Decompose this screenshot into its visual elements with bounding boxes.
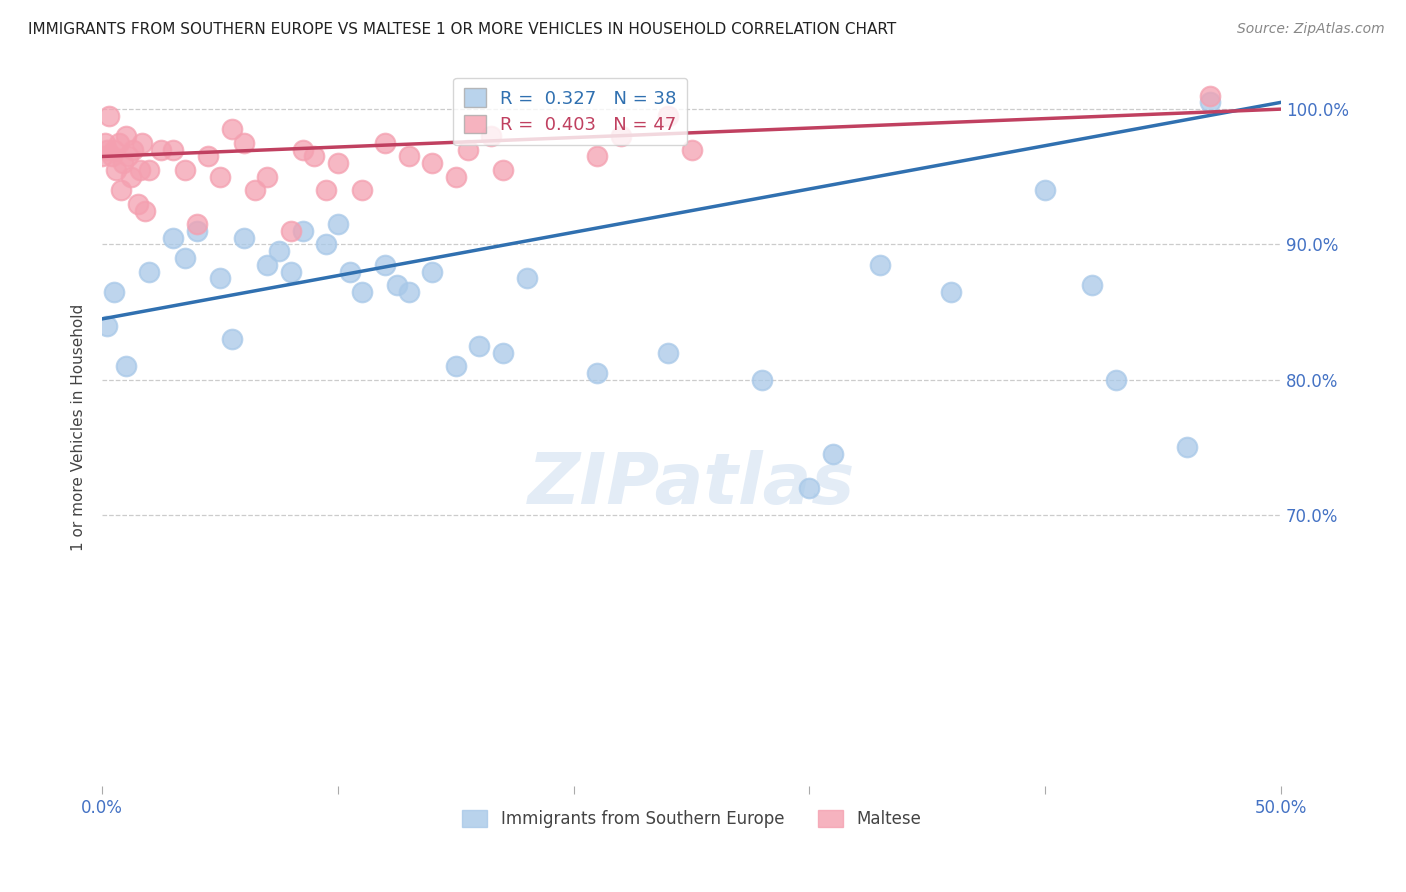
Point bbox=[105, 163, 128, 178]
Point bbox=[100, 149, 122, 163]
Point bbox=[821, 447, 844, 461]
Point bbox=[267, 244, 290, 259]
Point bbox=[209, 271, 232, 285]
Point bbox=[657, 109, 679, 123]
Point bbox=[280, 224, 302, 238]
Point bbox=[291, 224, 314, 238]
Point bbox=[186, 224, 208, 238]
Point bbox=[138, 264, 160, 278]
Point bbox=[127, 197, 149, 211]
Point bbox=[197, 149, 219, 163]
Point bbox=[1199, 95, 1222, 110]
Point bbox=[444, 169, 467, 184]
Point bbox=[468, 339, 491, 353]
Point bbox=[1105, 373, 1128, 387]
Point bbox=[457, 143, 479, 157]
Point bbox=[120, 169, 142, 184]
Point bbox=[1199, 88, 1222, 103]
Point bbox=[134, 203, 156, 218]
Point bbox=[162, 230, 184, 244]
Text: ZIPatlas: ZIPatlas bbox=[527, 450, 855, 519]
Point bbox=[209, 169, 232, 184]
Point bbox=[280, 264, 302, 278]
Point bbox=[326, 217, 349, 231]
Point bbox=[138, 163, 160, 178]
Point bbox=[256, 258, 278, 272]
Point bbox=[657, 345, 679, 359]
Point bbox=[291, 143, 314, 157]
Point bbox=[939, 285, 962, 299]
Point bbox=[131, 136, 153, 150]
Point bbox=[107, 136, 129, 150]
Point bbox=[256, 169, 278, 184]
Point bbox=[479, 129, 502, 144]
Point bbox=[221, 122, 243, 136]
Text: Source: ZipAtlas.com: Source: ZipAtlas.com bbox=[1237, 22, 1385, 37]
Point bbox=[112, 156, 135, 170]
Point bbox=[150, 143, 173, 157]
Point bbox=[869, 258, 891, 272]
Point bbox=[398, 285, 420, 299]
Point bbox=[304, 149, 326, 163]
Point bbox=[420, 156, 443, 170]
Point bbox=[681, 143, 703, 157]
Point bbox=[121, 143, 143, 157]
Point bbox=[751, 373, 773, 387]
Point bbox=[114, 129, 136, 144]
Point bbox=[245, 183, 267, 197]
Point bbox=[492, 345, 515, 359]
Point bbox=[129, 163, 152, 178]
Point bbox=[385, 278, 408, 293]
Legend: Immigrants from Southern Europe, Maltese: Immigrants from Southern Europe, Maltese bbox=[456, 804, 928, 835]
Point bbox=[173, 251, 195, 265]
Point bbox=[326, 156, 349, 170]
Point bbox=[96, 318, 118, 333]
Point bbox=[110, 183, 132, 197]
Point bbox=[315, 237, 337, 252]
Point bbox=[1033, 183, 1056, 197]
Point bbox=[114, 359, 136, 374]
Point bbox=[799, 481, 821, 495]
Point bbox=[444, 359, 467, 374]
Point bbox=[93, 136, 115, 150]
Point bbox=[98, 109, 121, 123]
Point bbox=[374, 136, 396, 150]
Point bbox=[221, 332, 243, 346]
Text: IMMIGRANTS FROM SOUTHERN EUROPE VS MALTESE 1 OR MORE VEHICLES IN HOUSEHOLD CORRE: IMMIGRANTS FROM SOUTHERN EUROPE VS MALTE… bbox=[28, 22, 897, 37]
Point bbox=[103, 143, 125, 157]
Point bbox=[232, 136, 254, 150]
Point bbox=[610, 129, 633, 144]
Point bbox=[420, 264, 443, 278]
Y-axis label: 1 or more Vehicles in Household: 1 or more Vehicles in Household bbox=[72, 303, 86, 550]
Point bbox=[91, 149, 114, 163]
Point bbox=[96, 143, 118, 157]
Point bbox=[103, 285, 125, 299]
Point bbox=[232, 230, 254, 244]
Point bbox=[492, 163, 515, 178]
Point bbox=[1081, 278, 1104, 293]
Point bbox=[586, 149, 609, 163]
Point bbox=[350, 285, 373, 299]
Point bbox=[586, 366, 609, 380]
Point bbox=[398, 149, 420, 163]
Point bbox=[315, 183, 337, 197]
Point bbox=[374, 258, 396, 272]
Point bbox=[173, 163, 195, 178]
Point bbox=[117, 149, 139, 163]
Point bbox=[339, 264, 361, 278]
Point bbox=[1175, 441, 1198, 455]
Point bbox=[186, 217, 208, 231]
Point bbox=[516, 271, 538, 285]
Point bbox=[350, 183, 373, 197]
Point bbox=[162, 143, 184, 157]
